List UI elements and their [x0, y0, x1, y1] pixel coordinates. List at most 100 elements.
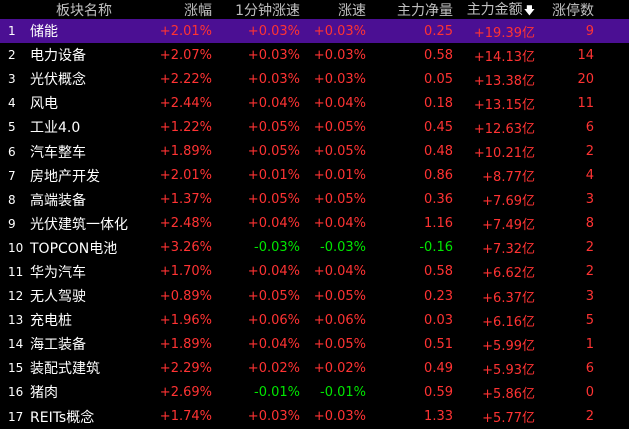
- row-index: 5: [8, 120, 16, 135]
- one-min-speed: +0.04%: [247, 336, 300, 352]
- row-index: 6: [8, 144, 16, 159]
- main-amount: +6.37亿: [482, 290, 535, 306]
- limit-up-count: 5: [585, 312, 594, 328]
- speed: +0.02%: [313, 360, 366, 376]
- table-row[interactable]: 8 高端装备 +1.37% +0.05% +0.05% 0.36 +7.69亿 3: [0, 188, 629, 212]
- limit-up-count: 2: [585, 264, 594, 280]
- table-row[interactable]: 7 房地产开发 +2.01% +0.01% +0.01% 0.86 +8.77亿 4: [0, 164, 629, 188]
- change-pct: +1.89%: [159, 336, 212, 352]
- main-amount: +6.16亿: [482, 314, 535, 330]
- change-pct: +1.74%: [159, 409, 212, 425]
- speed: +0.05%: [313, 288, 366, 304]
- limit-up-count: 2: [585, 409, 594, 425]
- net-volume: 0.49: [424, 360, 453, 376]
- change-pct: +2.44%: [159, 95, 212, 111]
- row-index: 13: [8, 313, 24, 328]
- sector-name: 猪肉: [30, 385, 58, 402]
- change-pct: +2.07%: [159, 47, 212, 63]
- table-header: 板块名称 涨幅 1分钟涨速 涨速 主力净量 主力金额🡇 涨停数: [0, 0, 629, 19]
- header-limit-up[interactable]: 涨停数: [552, 2, 594, 19]
- sector-name: 电力设备: [30, 48, 86, 65]
- net-volume: 0.25: [424, 23, 453, 39]
- table-row[interactable]: 3 光伏概念 +2.22% +0.03% +0.03% 0.05 +13.38亿 20: [0, 67, 629, 91]
- table-row[interactable]: 5 工业4.0 +1.22% +0.05% +0.05% 0.45 +12.63亿 6: [0, 115, 629, 139]
- net-volume: 0.05: [424, 71, 453, 87]
- limit-up-count: 6: [585, 360, 594, 376]
- header-speed[interactable]: 涨速: [338, 2, 366, 19]
- one-min-speed: +0.05%: [247, 119, 300, 135]
- main-amount: +10.21亿: [473, 146, 535, 162]
- table-row[interactable]: 1 储能 +2.01% +0.03% +0.03% 0.25 +19.39亿 9: [0, 19, 629, 44]
- sector-name: 华为汽车: [30, 264, 86, 281]
- sector-name: 海工装备: [30, 337, 86, 354]
- row-index: 12: [8, 289, 24, 304]
- table-row[interactable]: 11 华为汽车 +1.70% +0.04% +0.04% 0.58 +6.62亿 2: [0, 260, 629, 284]
- one-min-speed: +0.03%: [247, 47, 300, 63]
- table-row[interactable]: 10 TOPCON电池 +3.26% -0.03% -0.03% -0.16 +7.32亿 2: [0, 236, 629, 260]
- one-min-speed: +0.05%: [247, 192, 300, 208]
- speed: +0.05%: [313, 144, 366, 160]
- speed: +0.03%: [313, 23, 366, 39]
- row-index: 4: [8, 96, 16, 111]
- limit-up-count: 20: [577, 71, 594, 87]
- header-net[interactable]: 主力净量: [397, 2, 453, 19]
- row-index: 1: [8, 24, 16, 39]
- change-pct: +1.22%: [159, 119, 212, 135]
- limit-up-count: 1: [585, 336, 594, 352]
- header-amount[interactable]: 主力金额🡇: [466, 1, 535, 18]
- net-volume: 0.45: [424, 119, 453, 135]
- speed: +0.05%: [313, 192, 366, 208]
- main-amount: +5.86亿: [482, 386, 535, 402]
- speed: +0.03%: [313, 47, 366, 63]
- limit-up-count: 0: [585, 384, 594, 400]
- one-min-speed: +0.05%: [247, 144, 300, 160]
- table-row[interactable]: 12 无人驾驶 +0.89% +0.05% +0.05% 0.23 +6.37亿 3: [0, 284, 629, 308]
- net-volume: 0.18: [424, 95, 453, 111]
- table-row[interactable]: 17 REITs概念 +1.74% +0.03% +0.03% 1.33 +5.77亿 2: [0, 405, 629, 429]
- net-volume: 0.36: [424, 192, 453, 208]
- header-pct[interactable]: 涨幅: [184, 2, 212, 19]
- sector-name: 风电: [30, 96, 58, 113]
- one-min-speed: -0.03%: [254, 240, 300, 256]
- speed: +0.01%: [313, 168, 366, 184]
- net-volume: 0.58: [424, 264, 453, 280]
- change-pct: +2.01%: [159, 23, 212, 39]
- row-index: 11: [8, 264, 24, 279]
- speed: +0.03%: [313, 409, 366, 425]
- header-one-min[interactable]: 1分钟涨速: [235, 2, 300, 19]
- main-amount: +5.99亿: [482, 338, 535, 354]
- sector-name: 充电桩: [30, 313, 72, 330]
- main-amount: +14.13亿: [473, 49, 535, 65]
- arrow-down-icon: 🡇: [523, 3, 535, 17]
- one-min-speed: +0.04%: [247, 264, 300, 280]
- sector-name: 光伏概念: [30, 72, 86, 89]
- header-name[interactable]: 板块名称: [56, 2, 112, 19]
- change-pct: +1.37%: [159, 192, 212, 208]
- net-volume: 0.86: [424, 168, 453, 184]
- row-index: 17: [8, 409, 24, 424]
- table-row[interactable]: 14 海工装备 +1.89% +0.04% +0.05% 0.51 +5.99亿 1: [0, 332, 629, 356]
- table-row[interactable]: 2 电力设备 +2.07% +0.03% +0.03% 0.58 +14.13亿 14: [0, 43, 629, 67]
- speed: +0.05%: [313, 119, 366, 135]
- table-row[interactable]: 6 汽车整车 +1.89% +0.05% +0.05% 0.48 +10.21亿 2: [0, 139, 629, 163]
- row-index: 2: [8, 48, 16, 63]
- limit-up-count: 3: [585, 288, 594, 304]
- table-row[interactable]: 15 装配式建筑 +2.29% +0.02% +0.02% 0.49 +5.93亿 6: [0, 356, 629, 380]
- row-index: 16: [8, 385, 24, 400]
- row-index: 9: [8, 216, 16, 231]
- table-row[interactable]: 9 光伏建筑一体化 +2.48% +0.04% +0.04% 1.16 +7.49亿 8: [0, 212, 629, 236]
- speed: -0.03%: [320, 240, 366, 256]
- table-body: 1 储能 +2.01% +0.03% +0.03% 0.25 +19.39亿 9 2 电力设备 +2…: [0, 19, 629, 429]
- speed: +0.04%: [313, 95, 366, 111]
- table-row[interactable]: 13 充电桩 +1.96% +0.06% +0.06% 0.03 +6.16亿 5: [0, 308, 629, 332]
- change-pct: +1.89%: [159, 144, 212, 160]
- table-row[interactable]: 4 风电 +2.44% +0.04% +0.04% 0.18 +13.15亿 11: [0, 91, 629, 115]
- row-index: 10: [8, 240, 24, 255]
- sector-name: TOPCON电池: [30, 240, 118, 257]
- table-row[interactable]: 16 猪肉 +2.69% -0.01% -0.01% 0.59 +5.86亿 0: [0, 380, 629, 404]
- one-min-speed: +0.01%: [247, 168, 300, 184]
- one-min-speed: +0.03%: [247, 71, 300, 87]
- speed: +0.06%: [313, 312, 366, 328]
- sector-name: 无人驾驶: [30, 289, 86, 306]
